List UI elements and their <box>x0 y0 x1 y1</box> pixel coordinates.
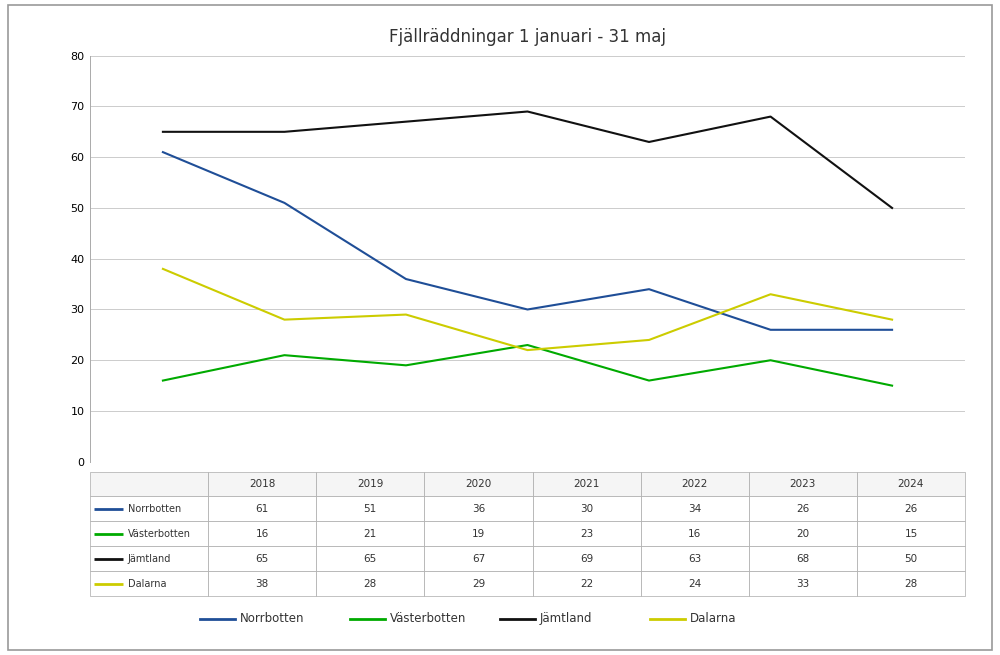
Bar <box>316 496 424 521</box>
Bar <box>424 472 532 496</box>
Bar <box>90 546 208 571</box>
Text: Västerbotten: Västerbotten <box>390 612 466 626</box>
Bar <box>749 496 857 521</box>
Text: 68: 68 <box>796 553 809 564</box>
Bar <box>424 546 532 571</box>
Text: 34: 34 <box>688 504 701 514</box>
Bar <box>749 472 857 496</box>
Text: 19: 19 <box>472 529 485 539</box>
Text: 69: 69 <box>580 553 593 564</box>
Text: Västerbotten: Västerbotten <box>128 529 191 539</box>
Text: 28: 28 <box>904 578 918 589</box>
Text: 21: 21 <box>364 529 377 539</box>
Bar <box>857 571 965 596</box>
Bar <box>532 496 641 521</box>
Text: 2024: 2024 <box>898 479 924 489</box>
Text: 2023: 2023 <box>790 479 816 489</box>
Text: 33: 33 <box>796 578 809 589</box>
Bar <box>857 521 965 546</box>
Text: 2019: 2019 <box>357 479 384 489</box>
Bar <box>208 546 316 571</box>
Text: Jämtland: Jämtland <box>128 553 171 564</box>
Bar <box>90 571 208 596</box>
Text: 36: 36 <box>472 504 485 514</box>
Bar <box>641 472 749 496</box>
Text: 50: 50 <box>904 553 918 564</box>
Bar <box>532 472 641 496</box>
Bar <box>208 521 316 546</box>
Text: Jämtland: Jämtland <box>540 612 592 626</box>
Text: 23: 23 <box>580 529 593 539</box>
Text: 16: 16 <box>688 529 701 539</box>
Bar <box>641 546 749 571</box>
Text: 67: 67 <box>472 553 485 564</box>
Text: 2021: 2021 <box>573 479 600 489</box>
Text: 30: 30 <box>580 504 593 514</box>
Text: 63: 63 <box>688 553 701 564</box>
Bar <box>857 546 965 571</box>
Bar <box>641 521 749 546</box>
Bar <box>749 521 857 546</box>
Bar <box>316 472 424 496</box>
Text: 2022: 2022 <box>682 479 708 489</box>
Bar <box>90 521 208 546</box>
Text: 28: 28 <box>364 578 377 589</box>
Text: 61: 61 <box>256 504 269 514</box>
Bar <box>90 472 208 496</box>
Bar <box>90 496 208 521</box>
Bar <box>316 546 424 571</box>
Text: 29: 29 <box>472 578 485 589</box>
Text: 65: 65 <box>364 553 377 564</box>
Text: 26: 26 <box>904 504 918 514</box>
Text: 15: 15 <box>904 529 918 539</box>
Bar <box>749 571 857 596</box>
Text: Dalarna: Dalarna <box>690 612 736 626</box>
Text: 22: 22 <box>580 578 593 589</box>
Text: 2018: 2018 <box>249 479 275 489</box>
Text: 51: 51 <box>364 504 377 514</box>
Text: 16: 16 <box>256 529 269 539</box>
Bar <box>532 571 641 596</box>
Bar <box>424 496 532 521</box>
Bar <box>641 496 749 521</box>
Bar <box>424 521 532 546</box>
Text: Norrbotten: Norrbotten <box>240 612 304 626</box>
Bar <box>424 571 532 596</box>
Bar <box>208 472 316 496</box>
Title: Fjällräddningar 1 januari - 31 maj: Fjällräddningar 1 januari - 31 maj <box>389 28 666 46</box>
Bar <box>316 571 424 596</box>
Bar <box>532 521 641 546</box>
Text: Dalarna: Dalarna <box>128 578 166 589</box>
Bar <box>857 496 965 521</box>
Text: 26: 26 <box>796 504 809 514</box>
Bar <box>749 546 857 571</box>
Text: 38: 38 <box>256 578 269 589</box>
Bar <box>641 571 749 596</box>
Text: 65: 65 <box>256 553 269 564</box>
Bar <box>316 521 424 546</box>
Text: 24: 24 <box>688 578 701 589</box>
Bar <box>208 571 316 596</box>
Text: 20: 20 <box>796 529 809 539</box>
Bar <box>532 546 641 571</box>
Text: 2020: 2020 <box>465 479 492 489</box>
Text: Norrbotten: Norrbotten <box>128 504 181 514</box>
Bar <box>208 496 316 521</box>
Bar <box>857 472 965 496</box>
